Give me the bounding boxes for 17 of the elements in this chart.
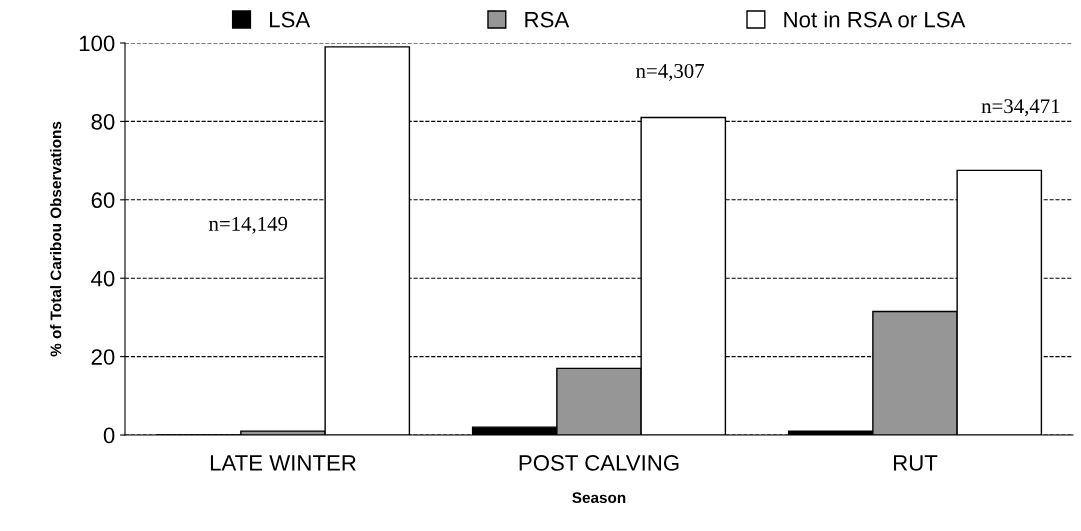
annotation: n=34,471 <box>981 99 1060 117</box>
x-tick-label: LATE WINTER <box>210 455 356 471</box>
annotation: n=4,307 <box>636 63 705 81</box>
legend-label: Not in RSA or LSA <box>784 11 966 28</box>
y-tick-label: 20 <box>91 349 115 365</box>
y-tick-label: 80 <box>91 113 115 130</box>
y-tick-label: 100 <box>79 35 115 52</box>
y-tick-label: 40 <box>91 270 115 287</box>
y-tick-label: 0 <box>103 427 115 444</box>
legend-label: LSA <box>270 11 311 28</box>
annotation: n=14,149 <box>208 216 288 234</box>
x-axis-title: Season <box>572 492 626 504</box>
x-tick-label: RUT <box>893 455 938 471</box>
y-tick-label: 60 <box>91 192 115 209</box>
legend-label: RSA <box>525 11 570 28</box>
y-axis-title: % of Total Caribou Observations <box>50 121 62 357</box>
x-tick-label: POST CALVING <box>519 455 679 471</box>
